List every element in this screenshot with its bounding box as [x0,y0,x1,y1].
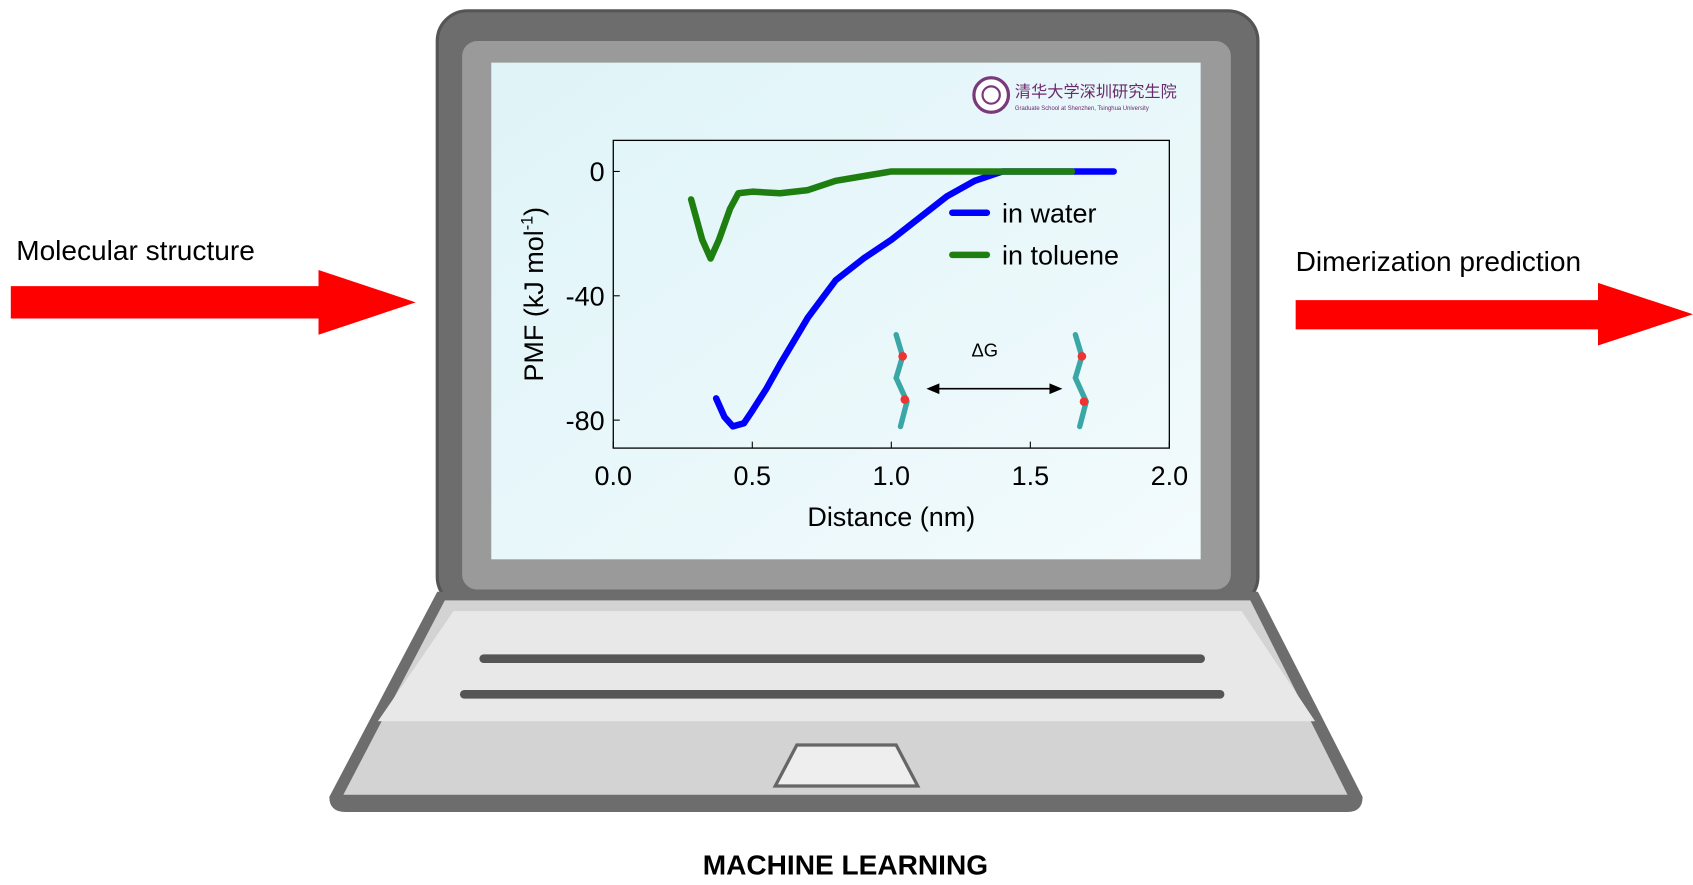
x-tick-label: 1.0 [873,461,911,491]
molecule [893,332,910,430]
trackpad [772,743,921,788]
x-tick-label: 2.0 [1151,461,1189,491]
y-tick-label: -40 [566,282,605,312]
y-axis-label-part: ) [519,207,549,216]
x-tick-label: 1.5 [1012,461,1050,491]
y-axis-label-part: -1 [518,216,536,230]
legend-label: in toluene [1002,241,1119,271]
input-label: Molecular structure [16,235,255,266]
legend-label: in water [1002,198,1097,228]
logo-name: 清华大学深圳研究生院 [1015,83,1177,101]
y-axis-label-part: PMF (kJ mol [519,230,549,381]
input-arrow [10,269,416,335]
y-tick-label: 0 [590,157,605,187]
screen [491,62,1201,560]
series-line [687,168,1076,262]
x-tick-label: 0.0 [595,461,633,491]
y-tick-label: -80 [566,406,605,436]
delta-g: ΔG [971,339,998,360]
logo-emblem [981,85,1001,105]
keyboard-area [377,611,1316,722]
y-axis-label: PMF (kJ mol-1) [518,207,549,382]
logo-subtitle: Graduate School at Shenzhen, Tsinghua Un… [1015,106,1149,112]
output-label: Dimerization prediction [1296,246,1581,277]
logo-emblem [972,76,1011,114]
x-tick-label: 0.5 [734,461,772,491]
caption: MACHINE LEARNING [703,850,988,880]
plot: 0.0 0.5 1.0 1.5 2.0 0 -40 -80 Distance (nm) PMF (… [518,139,1189,532]
output-arrow [1295,282,1693,346]
x-axis-label: Distance (nm) [807,502,975,532]
molecule [1072,332,1090,430]
